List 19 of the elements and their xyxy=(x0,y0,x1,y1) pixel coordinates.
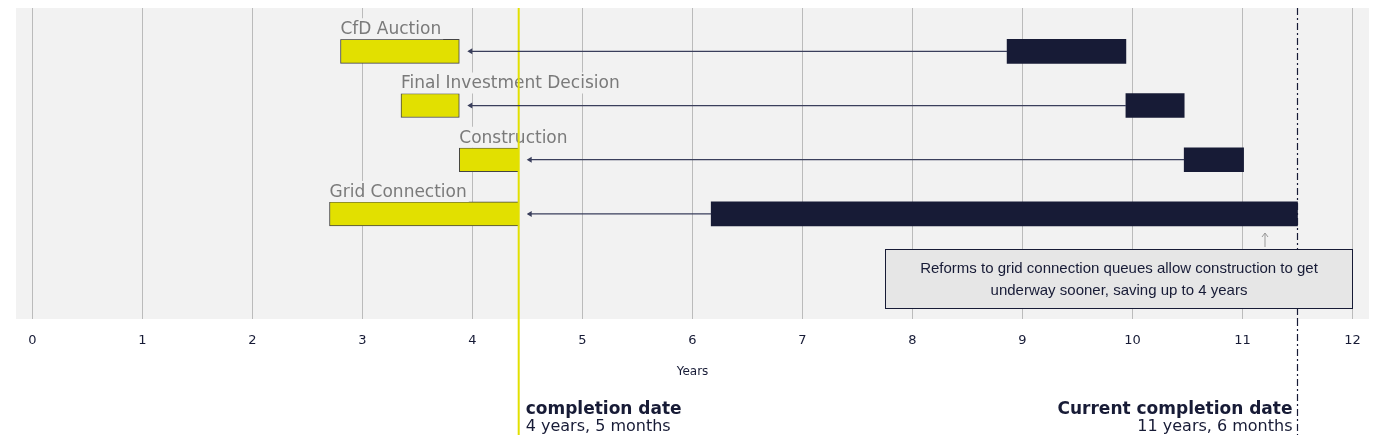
callout-box: Reforms to grid connection queues allow construction to get underway sooner, saving up to 4 years xyxy=(885,249,1353,309)
x-tick-label: 0 xyxy=(28,332,37,348)
ref-line-label: completion date xyxy=(525,398,682,418)
x-tick-label: 6 xyxy=(688,332,697,348)
x-tick-label: 3 xyxy=(358,332,367,348)
y-tick-label: CfD Auction xyxy=(340,18,442,39)
x-tick-label: 7 xyxy=(798,332,807,348)
x-tick-label: 2 xyxy=(248,332,257,348)
x-tick-label: 9 xyxy=(1018,332,1027,348)
x-tick-label: 1 xyxy=(138,332,147,348)
y-tick-label: Grid Connection xyxy=(329,180,467,201)
x-tick-label: 4 xyxy=(468,332,477,348)
x-tick-label: 12 xyxy=(1344,332,1361,348)
x-tick-label: 11 xyxy=(1234,332,1251,348)
ref-line-label: Current completion date xyxy=(1057,398,1293,418)
x-axis-title: Years xyxy=(675,363,709,378)
x-tick-label: 8 xyxy=(908,332,917,348)
x-tick-label: 10 xyxy=(1124,332,1141,348)
x-tick-label: 5 xyxy=(578,332,587,348)
